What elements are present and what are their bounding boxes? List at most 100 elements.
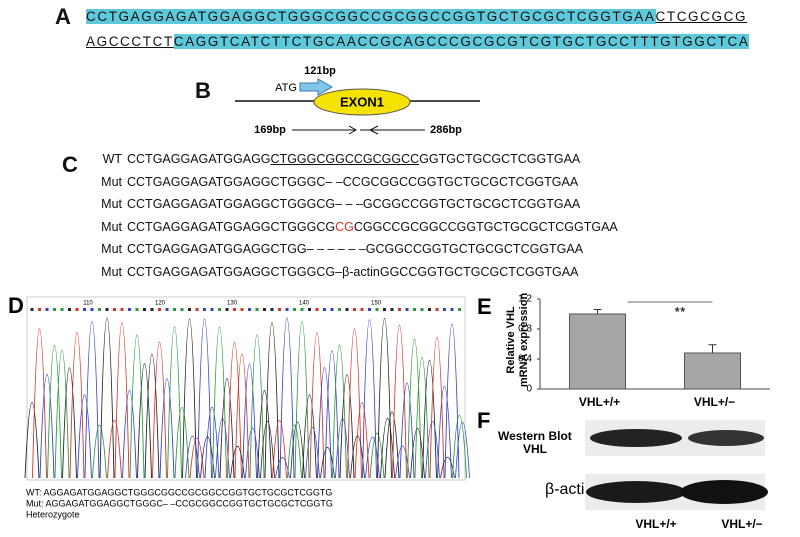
exon: [313, 88, 411, 116]
row-label: Mut: [101, 264, 122, 279]
base-call: [323, 308, 326, 311]
base-call: [413, 308, 416, 311]
trace-peak: [339, 374, 355, 479]
base-call: [405, 308, 409, 311]
trace-peak: [137, 363, 152, 479]
base-call: [120, 308, 124, 311]
trace-peak: [444, 323, 460, 479]
sequence-part: β-actin: [342, 264, 380, 279]
highlight: CCTGAGGAGATGGAGGCTGGGCGGCCGCGGCCGGTGCTGC…: [86, 9, 656, 24]
trace-peak: [24, 402, 40, 479]
trace-peak: [287, 424, 302, 479]
primer-arrow: [299, 78, 334, 96]
base-call: [300, 308, 304, 311]
row-label: Mut: [101, 219, 122, 234]
base-call: [390, 308, 394, 311]
base-call: [68, 308, 71, 311]
base-call: [263, 308, 266, 311]
band: [688, 430, 764, 446]
base-call: [375, 308, 379, 311]
base-call: [113, 308, 116, 311]
exon-label: EXON1: [340, 94, 384, 109]
error-bar: [708, 344, 717, 353]
base-call: [98, 308, 101, 311]
base-call: [293, 308, 296, 311]
position-label: 120: [155, 301, 166, 307]
x-tick-label: VHL+/−: [694, 395, 735, 409]
y-axis-label: Relative VHL: [505, 306, 517, 374]
base-call: [188, 308, 191, 311]
sequence-part: CGGCCGCGGCCGGTGCTGCGCTCGGTGAA: [353, 219, 618, 234]
trace-peak: [429, 336, 445, 479]
sequence-part: CCTGAGGAGATGGAGGCTGGGCG– – –GCGGCCGGTGCT…: [127, 197, 581, 211]
trace-peak: [347, 328, 362, 479]
panel-label: A: [55, 4, 71, 29]
trace-peak: [197, 318, 212, 479]
trace-peak: [212, 326, 227, 479]
base-call: [150, 308, 154, 311]
base-call: [368, 308, 371, 311]
base-call: [435, 308, 439, 311]
trace-peak: [290, 421, 305, 479]
base-call: [83, 308, 86, 311]
sequence-part: CCTGAGGAGATGGAGGCTGGGC– –CCGCGGCCGGTGCTG…: [127, 174, 579, 189]
sequence-line: CCTGAGGAGATGGAGGCTGGGCGGCCGCGGCCGGTGCTGC…: [86, 9, 747, 24]
row-label: Mut: [101, 197, 122, 211]
trace-peak: [227, 341, 242, 479]
base-call: [315, 308, 319, 311]
trace-peak: [309, 332, 325, 479]
band: [586, 481, 686, 503]
trace-peak: [264, 322, 280, 479]
sequence-text: WT: AGGAGATGGAGGCTGGGCGGCCGCGGCCGGTGCTGC…: [26, 487, 332, 497]
position-label: 110: [83, 301, 93, 307]
base-call: [90, 308, 94, 311]
trace-peak: [302, 394, 317, 479]
panel-label: F: [477, 408, 490, 433]
base-call: [270, 308, 274, 311]
base-call: [105, 308, 109, 311]
base-call: [60, 308, 64, 311]
trace-peak: [77, 394, 92, 479]
atg-label: ATG: [275, 82, 297, 94]
base-call: [128, 308, 131, 311]
trace-peak: [324, 350, 340, 479]
trace-peak: [384, 411, 400, 479]
trace-peak: [54, 350, 70, 479]
bar: [684, 352, 741, 390]
position-label: 140: [299, 301, 310, 307]
sequence-part: CCTGAGGAGATGGAGGCTGGGCG–: [127, 264, 343, 279]
trace-peak: [249, 334, 265, 479]
trace-peak: [440, 456, 455, 479]
trace-peak: [234, 353, 250, 479]
base-call: [75, 308, 79, 311]
base-call: [218, 308, 221, 311]
base-call: [180, 308, 184, 311]
base-call: [360, 308, 364, 311]
bar: [569, 313, 626, 390]
sequence-text: Mut: AGGAGATGGAGGCTGGGC– –CCGCGGCCGGTGCT…: [26, 498, 333, 508]
trace-peak: [279, 317, 295, 479]
error-bar: [593, 309, 602, 314]
trace-peak: [99, 317, 115, 479]
trace-peak: [144, 353, 160, 479]
trace-peak: [354, 402, 370, 479]
trace-peak: [260, 421, 275, 479]
panel-label: E: [477, 294, 492, 319]
primer-label: 169bp: [254, 124, 286, 136]
trace-peak: [114, 322, 130, 479]
base-call: [255, 308, 259, 311]
row-label: Mut: [101, 242, 122, 256]
base-call: [30, 308, 34, 311]
base-call: [240, 308, 244, 311]
base-call: [398, 308, 401, 311]
base-call: [158, 308, 161, 311]
trace-peak: [107, 419, 122, 479]
trace-peak: [362, 319, 377, 479]
base-call: [420, 308, 424, 311]
sequence-line: AGCCCTCTCAGGTCATCTTCTGCAACCGCAGCCCGCGCGT…: [86, 34, 750, 49]
trace-peak: [272, 420, 287, 479]
base-call: [443, 308, 446, 311]
lane-label: VHL+/−: [721, 517, 762, 531]
base-call: [143, 308, 146, 311]
trace-peak: [422, 359, 437, 479]
